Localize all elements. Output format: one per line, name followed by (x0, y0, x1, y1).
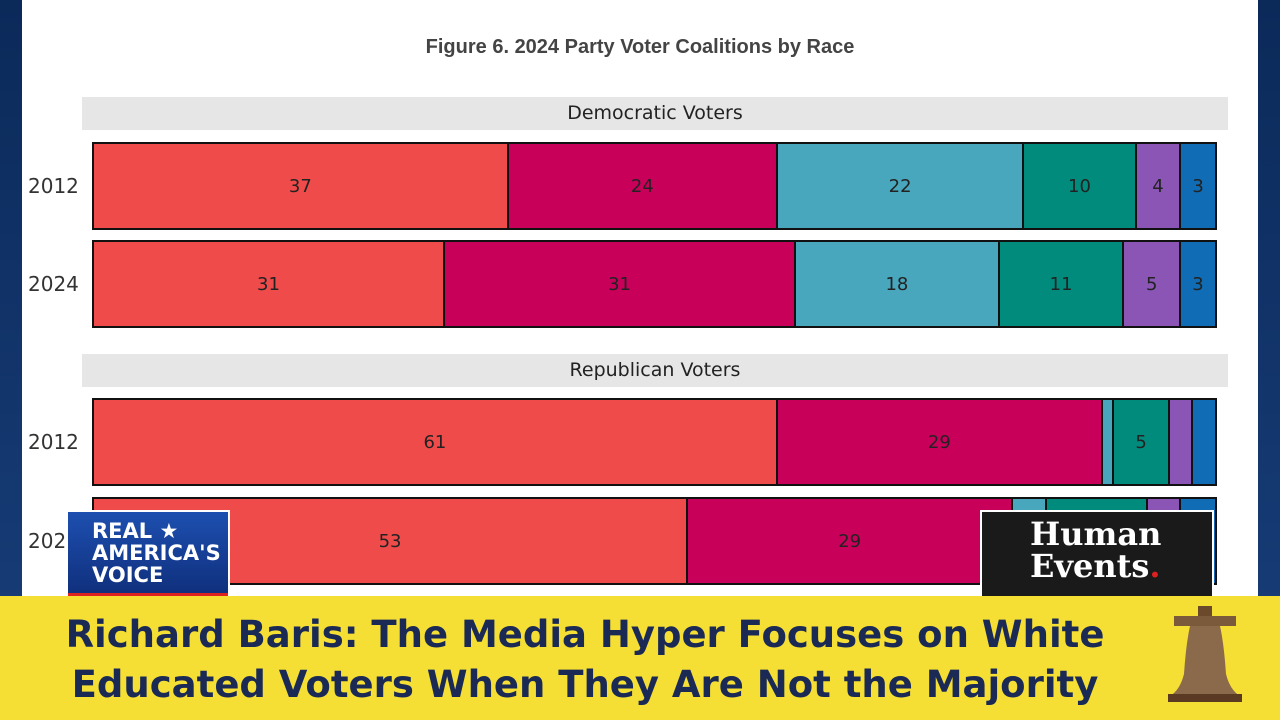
headline: Richard Baris: The Media Hyper Focuses o… (20, 610, 1150, 710)
bar-segment: 31 (94, 242, 446, 326)
stacked-bar: 31 31 18 11 5 3 (92, 240, 1217, 328)
panel-title: Democratic Voters (82, 97, 1228, 130)
y-tick-label: 202 (28, 529, 67, 553)
background-left (0, 0, 24, 600)
headline-line-1: Richard Baris: The Media Hyper Focuses o… (65, 613, 1105, 656)
background-right (1256, 0, 1280, 600)
bar-segment (1102, 400, 1115, 484)
human-events-logo: Human Events. (980, 510, 1214, 600)
bar-segment: 18 (796, 242, 1000, 326)
bar-segment: 31 (445, 242, 797, 326)
bar-segment: 37 (94, 144, 509, 228)
bar-segment: 22 (777, 144, 1025, 228)
real-americas-voice-logo: REAL ★ AMERICA'S VOICE (66, 510, 230, 600)
liberty-bell-icon (1168, 606, 1242, 702)
bar-segment: 5 (1114, 400, 1171, 484)
y-tick-label: 2012 (28, 430, 79, 454)
y-tick-label: 2024 (28, 272, 79, 296)
bar-segment (1192, 400, 1215, 484)
bar-segment: 61 (94, 400, 778, 484)
bar-segment: 3 (1181, 144, 1215, 228)
bar-segment: 11 (999, 242, 1125, 326)
headline-line-2: Educated Voters When They Are Not the Ma… (71, 663, 1099, 706)
chart-title: Figure 6. 2024 Party Voter Coalitions by… (425, 36, 855, 58)
panel-title: Republican Voters (82, 354, 1228, 387)
bar-segment: 24 (508, 144, 778, 228)
stacked-bar: 37 24 22 10 4 3 (92, 142, 1217, 230)
bar-segment: 5 (1124, 242, 1181, 326)
bar-segment: 29 (777, 400, 1103, 484)
y-tick-label: 2012 (28, 174, 79, 198)
bar-segment: 10 (1024, 144, 1137, 228)
stacked-bar: 61 29 5 (92, 398, 1217, 486)
headline-banner: Richard Baris: The Media Hyper Focuses o… (0, 596, 1280, 720)
bar-segment: 3 (1181, 242, 1215, 326)
bar-segment: 4 (1136, 144, 1182, 228)
bar-segment: 29 (688, 499, 1014, 583)
bar-segment (1170, 400, 1193, 484)
